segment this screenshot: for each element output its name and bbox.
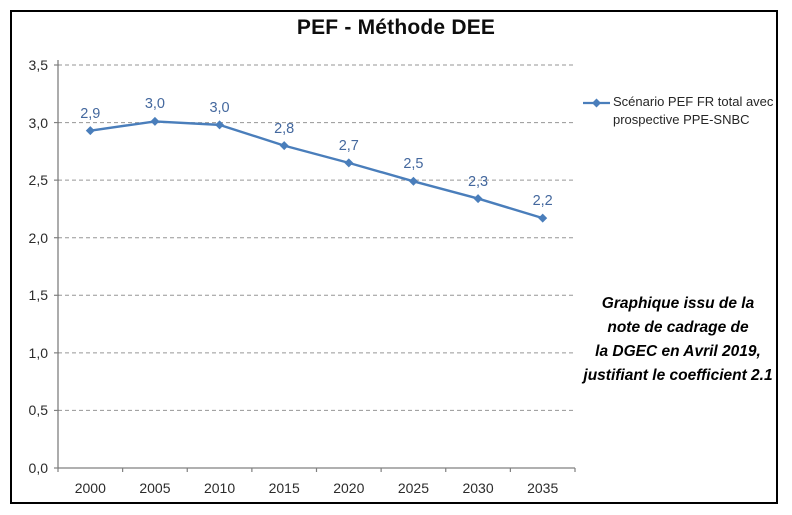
data-point-label: 2,2 <box>532 193 553 210</box>
x-axis-tick-label: 2010 <box>203 480 236 496</box>
y-axis-tick-label: 2,5 <box>28 172 48 189</box>
series-line <box>90 120 544 220</box>
data-point-label: 3,0 <box>209 99 230 116</box>
data-point-marker <box>150 116 160 126</box>
x-axis-tick-label: 2025 <box>397 480 430 496</box>
data-point-label: 2,8 <box>274 120 295 137</box>
annotation-line: note de cadrage de <box>607 319 749 336</box>
data-point-marker <box>538 213 548 223</box>
chart-title: PEF - Méthode DEE <box>296 16 496 39</box>
data-point-label: 2,3 <box>467 173 489 190</box>
data-point-label: 2,9 <box>80 105 101 122</box>
data-point-marker <box>344 158 354 168</box>
data-point-marker <box>473 194 483 204</box>
annotation-line: la DGEC en Avril 2019, <box>595 343 761 360</box>
data-point-label: 3,0 <box>144 96 166 113</box>
y-axis-tick-label: 0,0 <box>28 460 48 476</box>
x-axis-tick-label: 2000 <box>74 480 106 496</box>
data-point-label: 2,5 <box>403 156 424 173</box>
x-axis-tick-label: 2030 <box>462 480 494 496</box>
annotation-line: Graphique issu de la <box>601 295 755 312</box>
data-point-marker <box>279 141 289 151</box>
y-axis-tick-label: 2,0 <box>28 229 48 246</box>
data-point-marker <box>85 126 95 136</box>
chart-border-frame <box>10 10 778 504</box>
legend-series-label: Scénario PEF FR total avec prospective P… <box>613 94 774 127</box>
annotation-line: justifiant le coefficient 2.1 <box>583 367 773 384</box>
legend: Scénario PEF FR total avec prospective P… <box>583 93 792 128</box>
annotation-text: Graphique issu de la note de cadrage de … <box>572 292 784 388</box>
x-axis-tick-label: 2020 <box>333 480 365 496</box>
data-point-marker <box>215 120 225 130</box>
legend-series-marker-icon <box>583 98 610 108</box>
y-axis-tick-label: 1,0 <box>28 344 48 361</box>
x-axis-tick-label: 2015 <box>268 480 300 496</box>
x-axis-tick-label: 2035 <box>527 480 559 496</box>
y-axis-tick-label: 1,5 <box>28 287 48 304</box>
y-axis-tick-label: 3,5 <box>28 57 48 73</box>
data-point-marker <box>408 176 418 186</box>
y-axis-tick-label: 3,0 <box>28 114 48 131</box>
data-point-label: 2,7 <box>338 137 359 154</box>
y-axis-tick-label: 0,5 <box>28 402 48 419</box>
x-axis-tick-label: 2005 <box>139 480 171 496</box>
